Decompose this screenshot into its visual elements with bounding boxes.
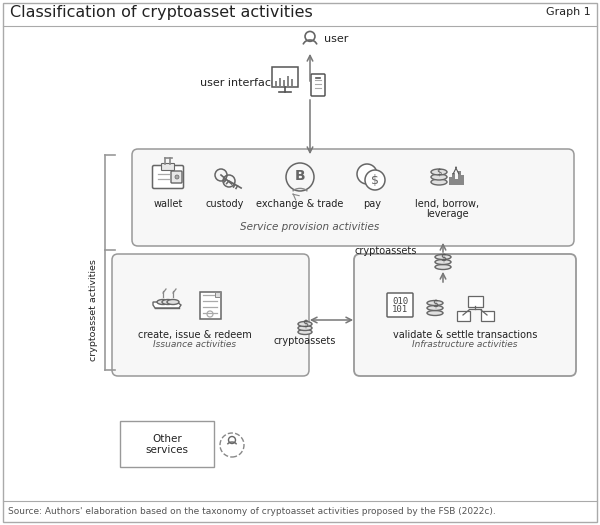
Ellipse shape — [298, 321, 312, 327]
Bar — [461, 175, 464, 185]
Text: $: $ — [371, 173, 379, 186]
Ellipse shape — [431, 174, 447, 180]
FancyBboxPatch shape — [3, 3, 597, 522]
Polygon shape — [153, 302, 181, 308]
Ellipse shape — [427, 310, 443, 316]
Bar — [458, 171, 461, 185]
Ellipse shape — [427, 306, 443, 310]
Text: 010: 010 — [392, 298, 408, 307]
FancyBboxPatch shape — [481, 310, 493, 320]
Circle shape — [357, 164, 377, 184]
Ellipse shape — [157, 299, 169, 304]
FancyBboxPatch shape — [132, 149, 574, 246]
Text: wallet: wallet — [154, 199, 182, 209]
Text: leverage: leverage — [425, 209, 469, 219]
Text: $: $ — [302, 319, 308, 329]
Ellipse shape — [427, 300, 443, 306]
Bar — [283, 80, 285, 86]
Text: cryptoasset activities: cryptoasset activities — [89, 259, 97, 361]
Bar — [291, 79, 293, 86]
Text: Other: Other — [152, 434, 182, 444]
Ellipse shape — [431, 169, 447, 175]
FancyBboxPatch shape — [199, 291, 221, 319]
Polygon shape — [215, 292, 220, 297]
Text: 101: 101 — [392, 304, 408, 313]
Text: B: B — [295, 169, 305, 183]
FancyBboxPatch shape — [354, 254, 576, 376]
Ellipse shape — [431, 179, 447, 185]
FancyBboxPatch shape — [467, 296, 482, 307]
Text: exchange & trade: exchange & trade — [256, 199, 344, 209]
Text: user: user — [324, 34, 349, 44]
Circle shape — [365, 170, 385, 190]
Bar — [449, 177, 452, 185]
Text: Classification of cryptoasset activities: Classification of cryptoasset activities — [10, 5, 313, 19]
Text: cryptoassets: cryptoassets — [355, 246, 417, 256]
Text: Service provision activities: Service provision activities — [241, 222, 380, 232]
Text: $: $ — [440, 252, 446, 262]
Bar — [275, 81, 277, 86]
Text: Infrastructure activities: Infrastructure activities — [412, 340, 518, 349]
FancyBboxPatch shape — [171, 171, 182, 183]
Text: Graph 1: Graph 1 — [546, 7, 591, 17]
Ellipse shape — [298, 330, 312, 334]
Text: create, issue & redeem: create, issue & redeem — [138, 330, 252, 340]
FancyBboxPatch shape — [457, 310, 470, 320]
Text: user interface: user interface — [200, 78, 278, 88]
FancyBboxPatch shape — [161, 163, 175, 171]
FancyBboxPatch shape — [112, 254, 309, 376]
Ellipse shape — [298, 326, 312, 331]
Text: services: services — [146, 445, 188, 455]
FancyBboxPatch shape — [272, 67, 298, 87]
Text: $: $ — [432, 298, 438, 308]
FancyBboxPatch shape — [387, 293, 413, 317]
Circle shape — [175, 175, 179, 179]
Text: $: $ — [436, 167, 442, 176]
Bar — [287, 77, 289, 86]
Bar — [455, 179, 458, 185]
Text: validate & settle transactions: validate & settle transactions — [393, 330, 537, 340]
FancyBboxPatch shape — [152, 165, 184, 188]
FancyBboxPatch shape — [311, 74, 325, 96]
FancyBboxPatch shape — [120, 421, 214, 467]
Text: pay: pay — [363, 199, 381, 209]
Ellipse shape — [167, 299, 179, 304]
Text: Source: Authors' elaboration based on the taxonomy of cryptoasset activities pro: Source: Authors' elaboration based on th… — [8, 508, 496, 517]
Bar — [279, 78, 281, 86]
Text: custody: custody — [206, 199, 244, 209]
Text: lend, borrow,: lend, borrow, — [415, 199, 479, 209]
Ellipse shape — [435, 259, 451, 265]
Bar — [452, 173, 455, 185]
Text: Issuance activities: Issuance activities — [154, 340, 236, 349]
Ellipse shape — [162, 299, 174, 304]
Text: cryptoassets: cryptoassets — [274, 336, 336, 346]
Ellipse shape — [435, 265, 451, 269]
Ellipse shape — [435, 255, 451, 259]
